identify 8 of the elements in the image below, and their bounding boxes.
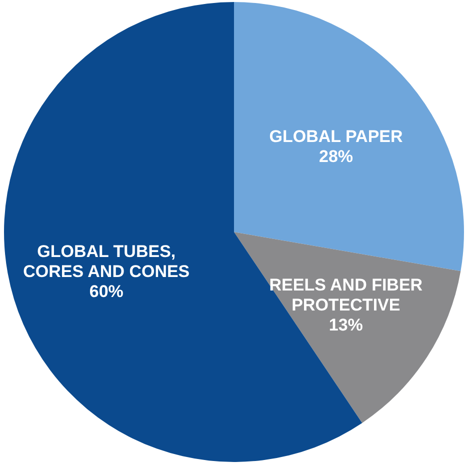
- slice-label: GLOBAL TUBES, CORES AND CONES: [23, 241, 190, 280]
- pie-slice: [234, 232, 461, 423]
- data-label: 60%: [89, 281, 124, 300]
- data-label: 13%: [328, 315, 363, 334]
- slice-label: GLOBAL PAPER: [269, 126, 403, 146]
- slice-label: REELS AND FIBER PROTECTIVE: [269, 275, 423, 314]
- data-label: 28%: [319, 146, 354, 166]
- pie-slice: [234, 2, 464, 272]
